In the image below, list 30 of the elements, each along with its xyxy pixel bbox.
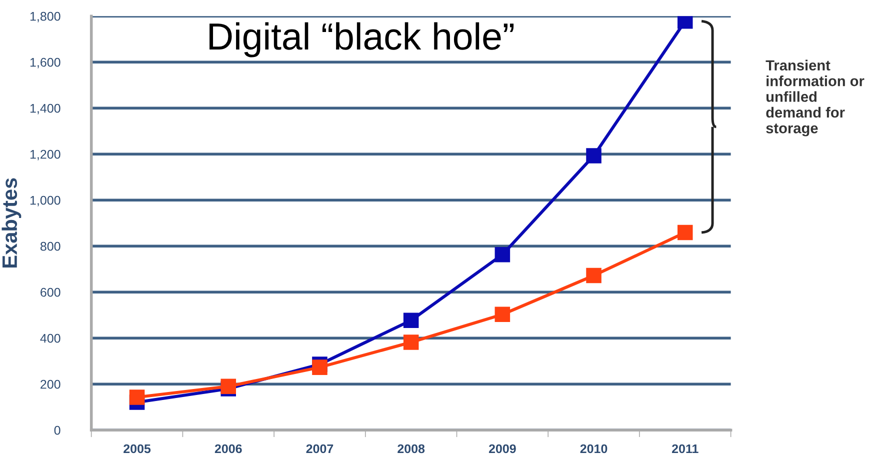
x-tick-label: 2008 [398,444,425,454]
point [677,16,693,29]
point [403,334,419,350]
y-tick-label: 600 [40,288,60,297]
x-tick-label: 2007 [306,444,334,454]
y-tick-label: 400 [40,334,60,343]
point [677,224,693,240]
point [586,268,602,284]
text: Transient information or unfilled demand for storage [766,60,864,136]
point [312,360,328,375]
y-axis-title: Exabytes [2,178,22,268]
y-tick-label: 1,000 [30,196,60,206]
x-tick-label: 2011 [672,444,698,454]
point [494,306,510,322]
y-tick-label: 200 [40,380,60,389]
point [494,246,510,262]
point [129,390,145,405]
x-tick-label: 2009 [488,444,516,454]
y-tick-label: 0 [54,426,60,435]
chart-title: Digital “black hole” [210,22,514,58]
point [403,312,419,328]
y-tick-label: 1,600 [30,58,60,68]
x-tick-label: 2006 [214,444,242,454]
point [586,148,602,164]
y-tick-label: 800 [40,242,60,251]
y-tick-label: 1,400 [30,104,60,114]
y-tick-label: 1,800 [30,12,60,22]
x-tick-label: 2010 [580,444,608,454]
x-tick-label: 2005 [124,444,151,454]
y-tick-label: 1,200 [30,150,60,160]
